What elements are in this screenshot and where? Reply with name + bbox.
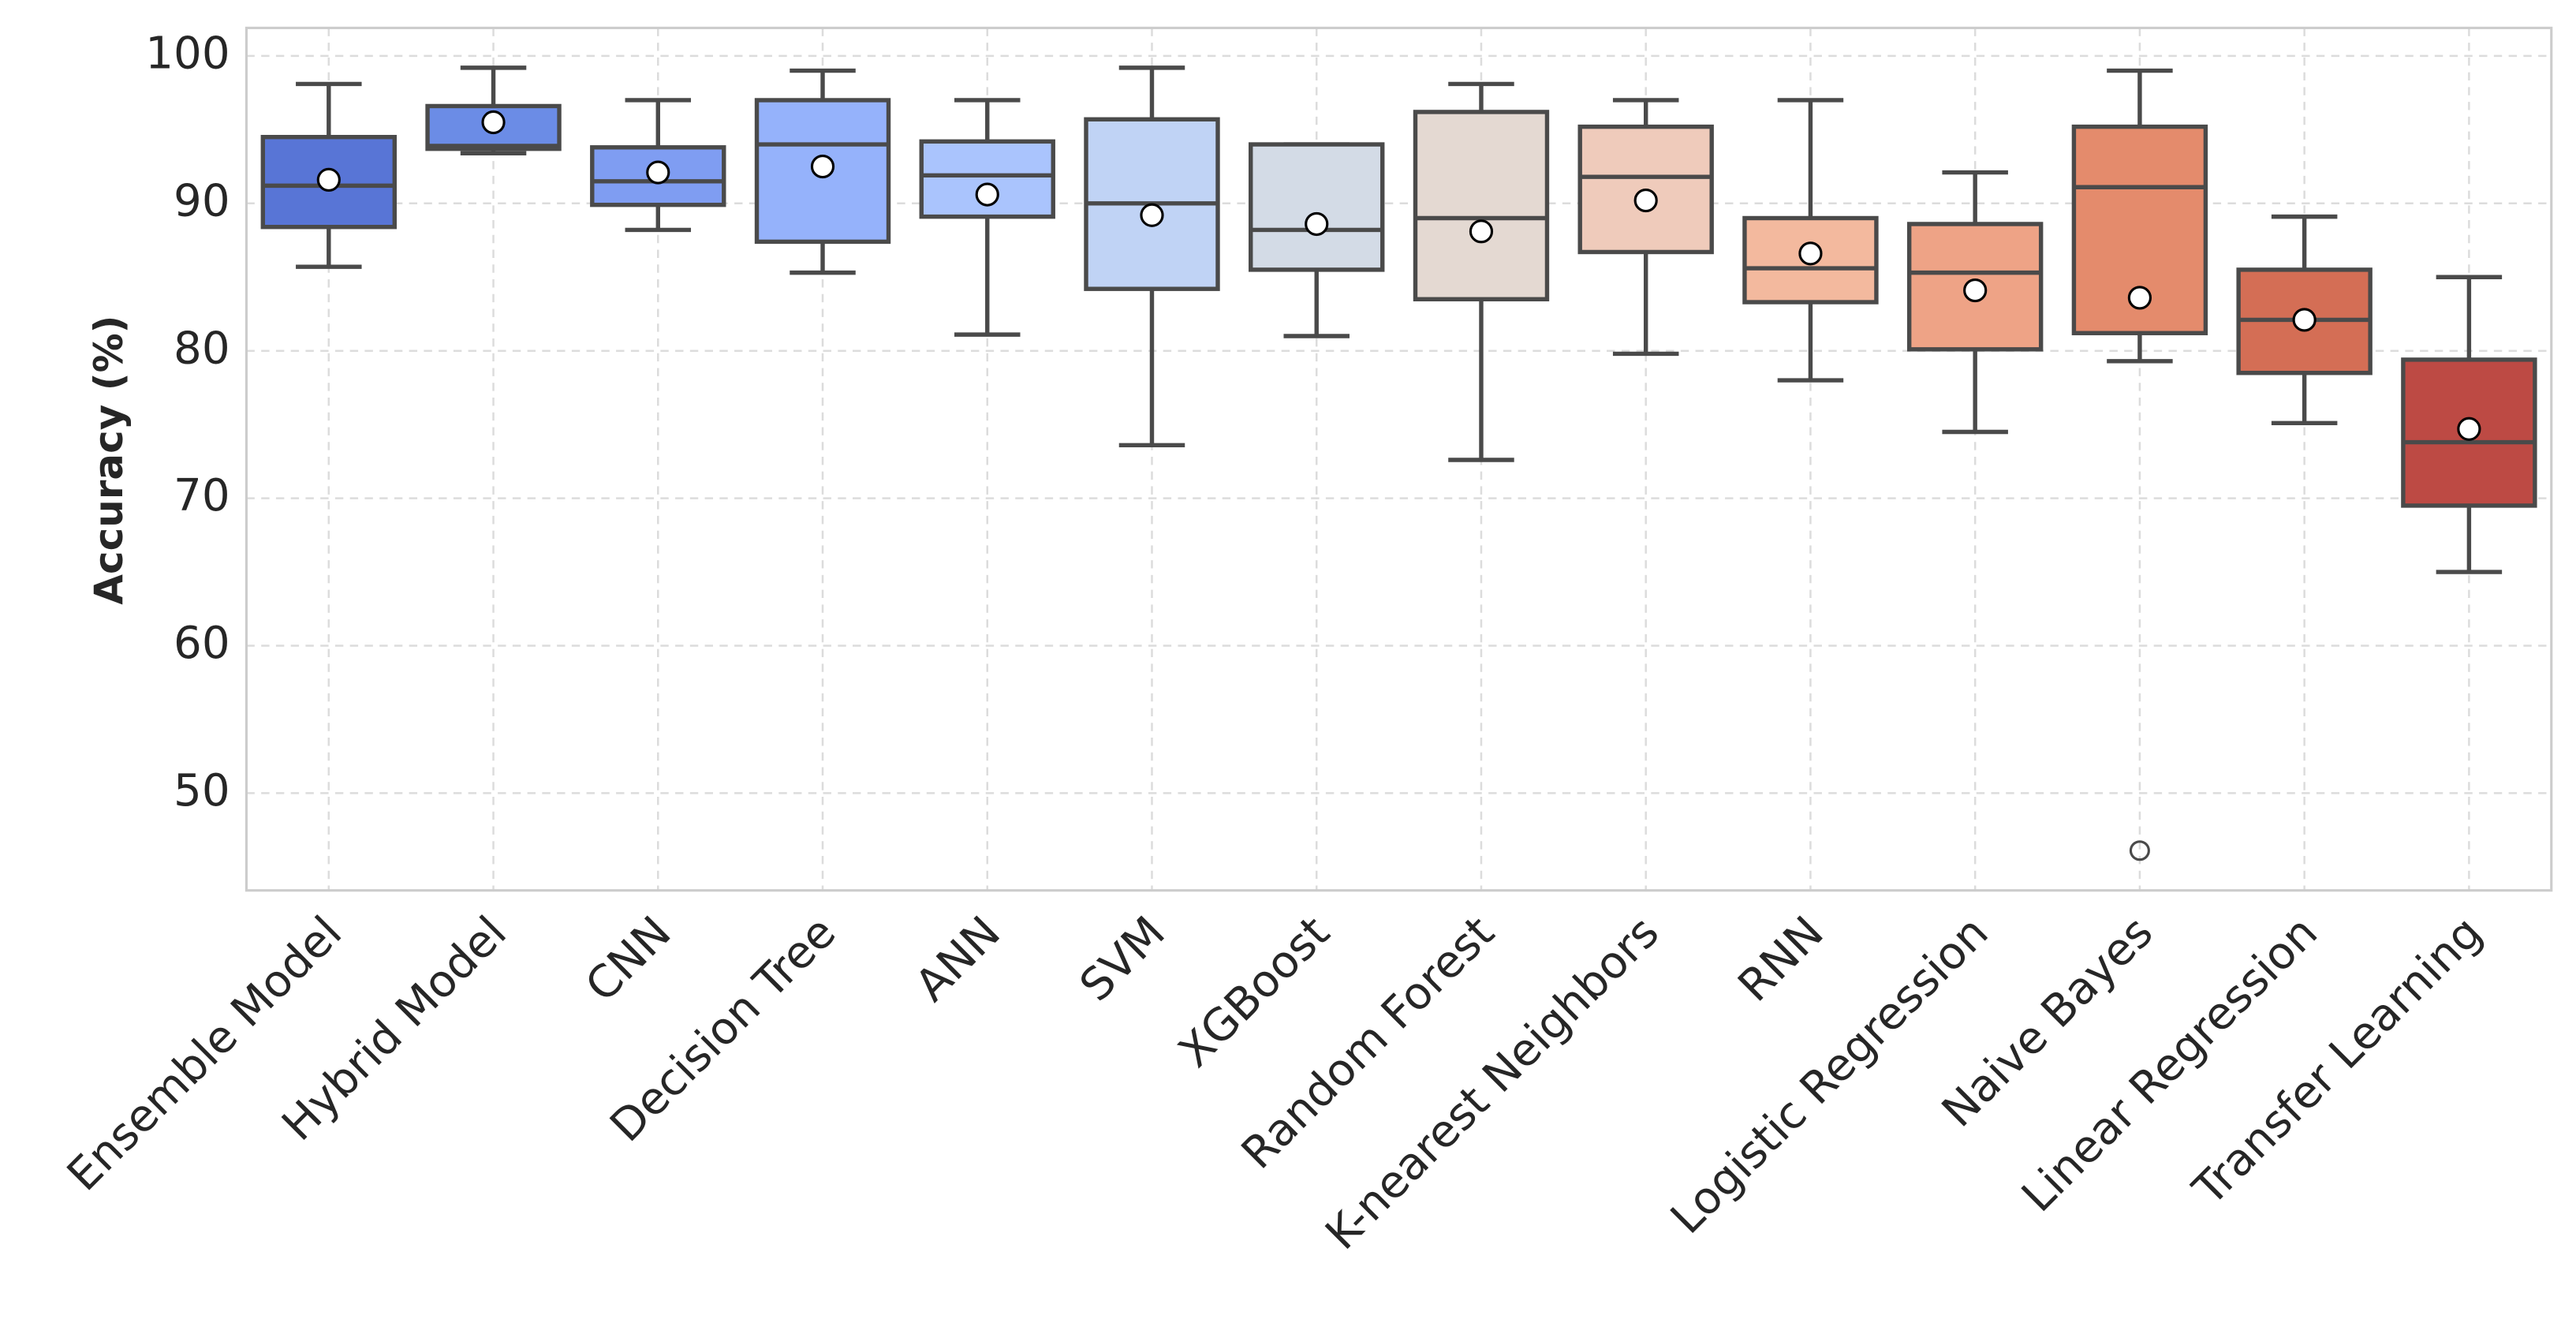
- mean-marker: [2292, 308, 2317, 332]
- mean-marker: [1633, 188, 1658, 213]
- mean-marker: [1798, 241, 1823, 266]
- mean-marker: [1469, 219, 1494, 244]
- y-tick-label: 80: [174, 323, 230, 374]
- mean-marker: [316, 167, 341, 192]
- y-axis-label: Accuracy (%): [86, 316, 132, 605]
- box: [1906, 222, 2044, 352]
- box: [1249, 142, 1385, 272]
- mean-marker: [1305, 211, 1329, 237]
- y-tick-label: 100: [145, 28, 230, 80]
- mean-marker: [810, 154, 835, 179]
- y-tick-label: 70: [174, 470, 230, 521]
- plot-frame: [245, 26, 2553, 892]
- y-tick-label: 50: [174, 765, 230, 816]
- box: [260, 134, 398, 230]
- box: [1413, 110, 1550, 301]
- mean-marker: [2457, 417, 2481, 441]
- y-tick-label: 60: [174, 618, 230, 669]
- mean-marker: [1140, 203, 1164, 227]
- y-tick-label: 90: [174, 175, 230, 226]
- mean-marker: [1963, 278, 1988, 303]
- mean-marker: [2127, 286, 2152, 310]
- mean-marker: [975, 182, 999, 207]
- outlier: [2129, 840, 2150, 861]
- mean-marker: [646, 160, 670, 185]
- mean-marker: [481, 110, 506, 135]
